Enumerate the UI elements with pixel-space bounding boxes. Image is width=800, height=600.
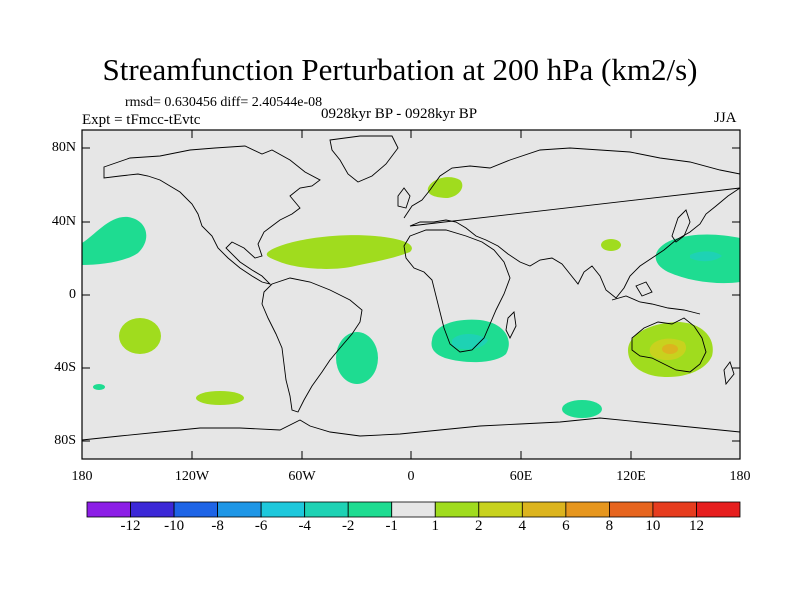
- colorbar-swatch-2: [173, 501, 219, 518]
- colorbar-swatch-7: [391, 501, 436, 518]
- contour-small-green: [93, 384, 105, 390]
- colorbar-swatch-9: [478, 501, 523, 518]
- colorbar-label-7: 1: [431, 518, 440, 534]
- colorbar-swatch-3: [217, 501, 262, 518]
- stats-text: rmsd= 0.630456 diff= 2.40544e-08: [125, 95, 323, 110]
- coast-new-zealand: [723, 361, 735, 386]
- colorbar-swatch-6: [347, 501, 393, 518]
- colorbar-label-5: -2: [341, 518, 355, 534]
- lon-label-120e: 120E: [616, 469, 646, 484]
- chart-title: Streamfunction Perturbation at 200 hPa (…: [102, 52, 698, 87]
- lon-label-120w: 120W: [174, 469, 210, 484]
- coast-greenland: [329, 135, 399, 183]
- period-label: 0928kyr BP - 0928kyr BP: [321, 106, 478, 122]
- coast-japan: [671, 209, 691, 243]
- colorbar-swatch-4: [260, 501, 306, 518]
- colorbar-label-1: -10: [164, 518, 185, 534]
- colorbar-label-13: 12: [689, 518, 704, 534]
- axis-ticks: [82, 130, 740, 459]
- lon-label-180e: 180: [729, 469, 751, 484]
- colorbar-label-10: 6: [562, 518, 570, 534]
- contour-ne-pacific: [82, 216, 147, 265]
- coast-australia: [631, 317, 707, 373]
- colorbar-label-3: -6: [254, 518, 268, 534]
- coast-eurasia: [403, 147, 741, 299]
- colorbar-label-11: 8: [605, 518, 614, 534]
- lat-label-80n: 80N: [51, 140, 76, 155]
- lon-label-0: 0: [407, 469, 415, 484]
- colorbar-swatch-10: [521, 501, 567, 518]
- coast-madagascar: [505, 311, 517, 340]
- lat-label-0: 0: [69, 287, 76, 302]
- contour-s-pacific: [119, 318, 161, 354]
- colorbar-swatch-11: [565, 501, 610, 518]
- season-label: JJA: [714, 110, 737, 126]
- map-ocean: [82, 130, 740, 459]
- contour-atlantic: [266, 235, 412, 269]
- colorbar-swatch-5: [304, 501, 349, 518]
- colorbar-swatch-13: [652, 501, 697, 518]
- colorbar-label-12: 10: [645, 518, 661, 534]
- colorbar-label-9: 4: [518, 518, 527, 534]
- coastlines: [81, 135, 741, 441]
- coast-north-america: [103, 145, 321, 285]
- contour-scandinavia: [427, 177, 463, 198]
- experiment-label: Expt = tFmcc-tEvtc: [82, 112, 201, 128]
- contour-australia-peak: [662, 344, 678, 354]
- colorbar-label-8: 2: [475, 518, 483, 534]
- lat-label-80s: 80S: [54, 433, 76, 448]
- colorbar-swatch-8: [434, 501, 480, 518]
- lat-label-40s: 40S: [54, 360, 76, 375]
- contour-s-atlantic: [336, 332, 378, 384]
- colorbar: [86, 501, 741, 518]
- coast-british-isles: [397, 187, 411, 209]
- lat-label-40n: 40N: [51, 214, 76, 229]
- colorbar-label-0: -12: [120, 518, 141, 534]
- colorbar-swatch-14: [696, 501, 741, 518]
- coast-africa: [403, 229, 511, 353]
- colorbar-swatch-12: [609, 501, 654, 518]
- contour-s-africa-core: [452, 334, 488, 350]
- colorbar-label-4: -4: [298, 518, 311, 534]
- contour-w-pacific-core: [690, 251, 722, 262]
- lon-label-60w: 60W: [288, 469, 316, 484]
- colorbar-swatch-0: [86, 501, 131, 518]
- coast-south-america: [261, 277, 363, 413]
- contour-sh-pacific: [196, 391, 244, 405]
- colorbar-label-6: -1: [385, 518, 398, 534]
- coast-antarctica: [81, 417, 741, 441]
- lon-label-180w: 180: [71, 469, 93, 484]
- colorbar-label-2: -8: [211, 518, 224, 534]
- lon-label-60e: 60E: [509, 469, 533, 484]
- contour-southern-ocean: [562, 400, 602, 418]
- contour-fills: [82, 177, 740, 418]
- contour-asia-blob: [601, 239, 621, 251]
- coast-indonesia: [611, 281, 701, 315]
- colorbar-swatch-1: [130, 501, 175, 518]
